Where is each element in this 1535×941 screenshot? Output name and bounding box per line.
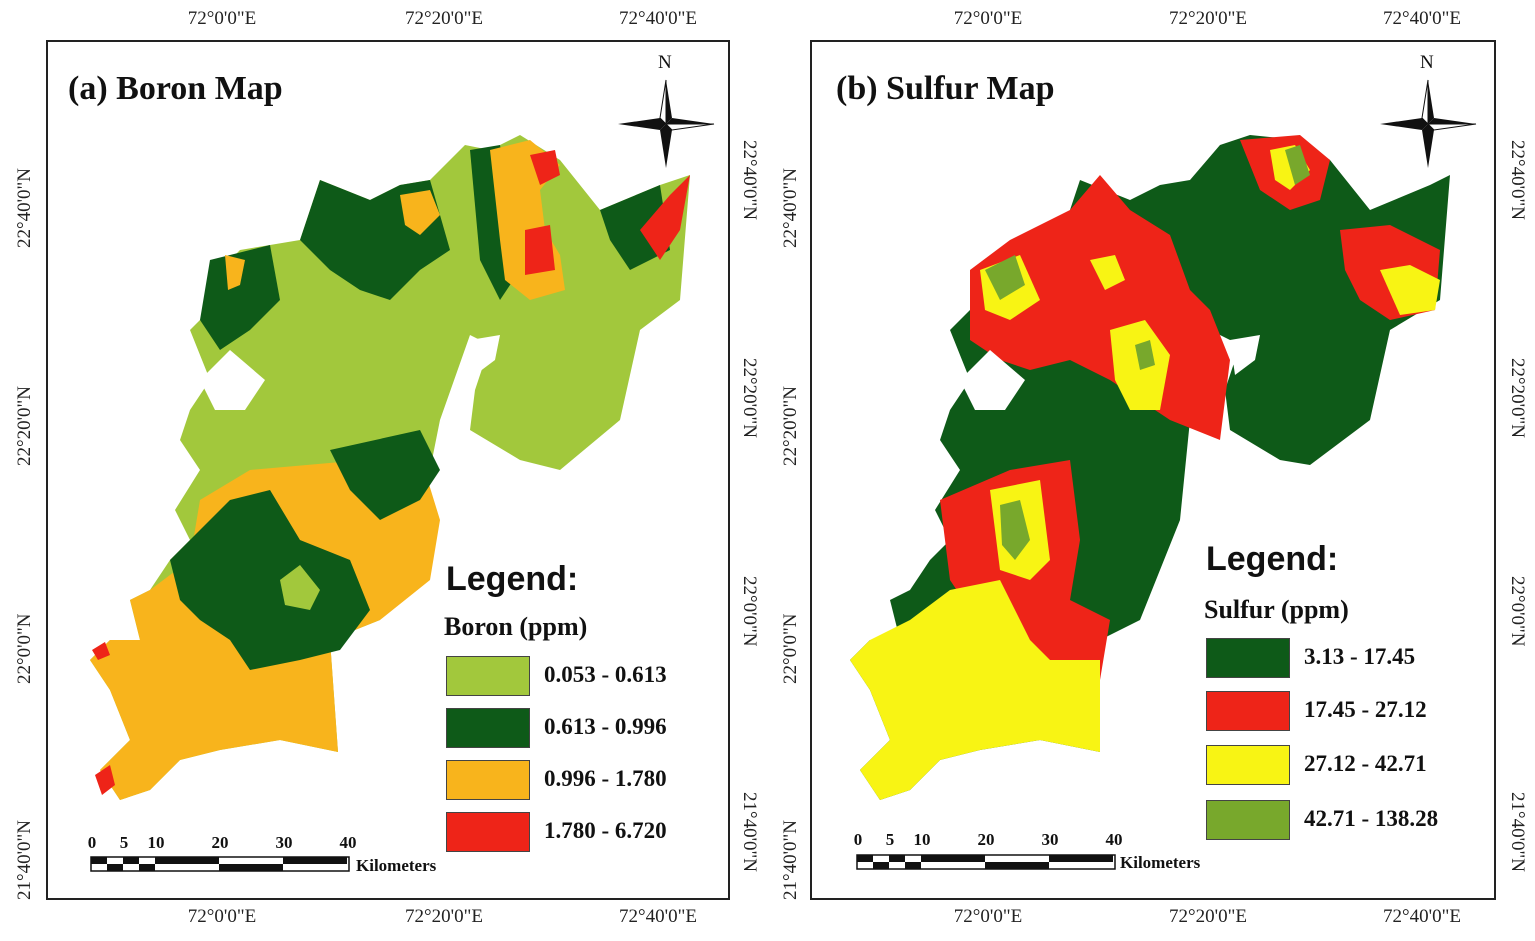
map-title: (a) Boron Map: [68, 70, 283, 107]
patch-lightgreen-3: [1285, 145, 1310, 185]
legend-label: 27.12 - 42.71: [1304, 751, 1427, 776]
legend-swatch: [446, 812, 530, 852]
lat-label-right: 22°0'0"N: [1507, 576, 1528, 647]
legend-swatch: [1206, 800, 1290, 840]
legend-label: 3.13 - 17.45: [1304, 644, 1416, 669]
patch-red-2: [530, 150, 560, 185]
patch-red-1: [525, 225, 555, 275]
lat-label-right: 21°40'0"N: [1507, 792, 1528, 872]
lat-label-left: 22°20'0"N: [780, 386, 801, 466]
north-arrow-icon: [618, 79, 715, 168]
lat-label-right: 21°40'0"N: [739, 792, 760, 872]
lat-label-left: 22°40'0"N: [780, 168, 801, 248]
lon-label-bottom: 72°40'0"E: [1383, 906, 1461, 927]
scale-tick: 5: [885, 830, 895, 849]
patch-red-4: [95, 765, 115, 795]
lat-label-left: 22°20'0"N: [14, 386, 35, 466]
hole-west: [960, 350, 1025, 410]
legend-label: 0.613 - 0.996: [544, 714, 667, 739]
legend-label: 42.71 - 138.28: [1304, 806, 1439, 831]
legend-swatch: [1206, 745, 1290, 785]
legend-subtitle: Boron (ppm): [444, 612, 588, 641]
scale-tick: 10: [147, 833, 165, 852]
region-yellow-5: [1380, 265, 1440, 315]
legend-swatch: [1206, 638, 1290, 678]
lon-label-top: 72°0'0"E: [953, 8, 1023, 29]
patch-red-5: [92, 642, 110, 660]
north-arrow-icon: [1380, 79, 1477, 168]
legend-swatch: [1206, 691, 1290, 731]
scale-tick: 5: [119, 833, 129, 852]
lon-label-top: 72°20'0"E: [1169, 8, 1247, 29]
map-title: (b) Sulfur Map: [836, 70, 1055, 107]
scale-tick: 20: [211, 833, 229, 852]
patch-lightgreen-2: [985, 255, 1025, 300]
lat-label-right: 22°0'0"N: [739, 576, 760, 647]
region-yellow-sw: [850, 580, 1100, 800]
region-orange-west: [225, 255, 245, 290]
lon-label-top: 72°0'0"E: [187, 8, 257, 29]
scale-unit: Kilometers: [356, 856, 437, 875]
hole-west: [200, 350, 265, 410]
scale-bar: [856, 854, 1116, 870]
lon-label-bottom: 72°20'0"E: [1169, 906, 1247, 927]
scale-unit: Kilometers: [1120, 853, 1201, 872]
scale-tick: 30: [275, 833, 293, 852]
scale-tick: 40: [1105, 830, 1123, 849]
legend-subtitle: Sulfur (ppm): [1204, 595, 1349, 624]
legend-swatch: [446, 708, 530, 748]
lat-label-left: 22°0'0"N: [14, 613, 35, 685]
region-darkgreen-west: [200, 245, 280, 350]
lon-label-bottom: 72°40'0"E: [619, 906, 697, 927]
legend-label: 1.780 - 6.720: [544, 818, 667, 843]
lat-label-left: 21°40'0"N: [14, 820, 35, 900]
region-darkgreen-south: [170, 490, 370, 670]
lat-label-right: 22°20'0"N: [1507, 358, 1528, 438]
lat-label-left: 22°0'0"N: [780, 613, 801, 685]
patch-red-3: [640, 175, 690, 260]
lat-label-left: 21°40'0"N: [780, 820, 801, 900]
scale-tick: 20: [977, 830, 995, 849]
legend-label: 17.45 - 27.12: [1304, 697, 1427, 722]
region-yellow-6: [1090, 255, 1125, 290]
hole-east: [1230, 335, 1260, 375]
legend-swatch: [446, 656, 530, 696]
scale-tick: 30: [1041, 830, 1059, 849]
north-label: N: [658, 52, 672, 73]
patch-lightgreen-4: [1135, 340, 1155, 370]
hole-east: [470, 335, 500, 375]
legend-label: 0.053 - 0.613: [544, 662, 667, 687]
scale-tick: 10: [913, 830, 931, 849]
sulfur-map-area: [850, 135, 1450, 800]
scale-tick: 40: [339, 833, 357, 852]
scale-bar: [90, 856, 350, 872]
patch-lightgreen: [280, 565, 320, 610]
legend-swatch: [446, 760, 530, 800]
boron-map-area: [90, 135, 690, 800]
lon-label-top: 72°20'0"E: [405, 8, 483, 29]
sulfur-map-panel: (b) Sulfur Map N 72°0'0"E 72°20'0"E 72°4…: [770, 0, 1530, 941]
legend-label: 0.996 - 1.780: [544, 766, 667, 791]
region-darkgreen-mid: [330, 430, 440, 520]
legend-heading: Legend:: [446, 560, 579, 598]
scale-tick: 0: [87, 833, 97, 852]
lat-label-left: 22°40'0"N: [14, 168, 35, 248]
lon-label-bottom: 72°0'0"E: [953, 906, 1023, 927]
boron-map-panel: (a) Boron Map N 72°0'0"E 72°20'0"E 72°40…: [0, 0, 760, 941]
lat-label-right: 22°40'0"N: [739, 140, 760, 220]
lon-label-bottom: 72°20'0"E: [405, 906, 483, 927]
patch-lightgreen-1: [1000, 500, 1030, 560]
lat-label-right: 22°20'0"N: [739, 358, 760, 438]
lat-label-right: 22°40'0"N: [1507, 140, 1528, 220]
lon-label-top: 72°40'0"E: [1383, 8, 1461, 29]
legend-heading: Legend:: [1206, 540, 1339, 578]
lon-label-top: 72°40'0"E: [619, 8, 697, 29]
north-label: N: [1420, 52, 1434, 73]
lon-label-bottom: 72°0'0"E: [187, 906, 257, 927]
region-orange-north2: [400, 190, 440, 235]
scale-tick: 0: [853, 830, 863, 849]
